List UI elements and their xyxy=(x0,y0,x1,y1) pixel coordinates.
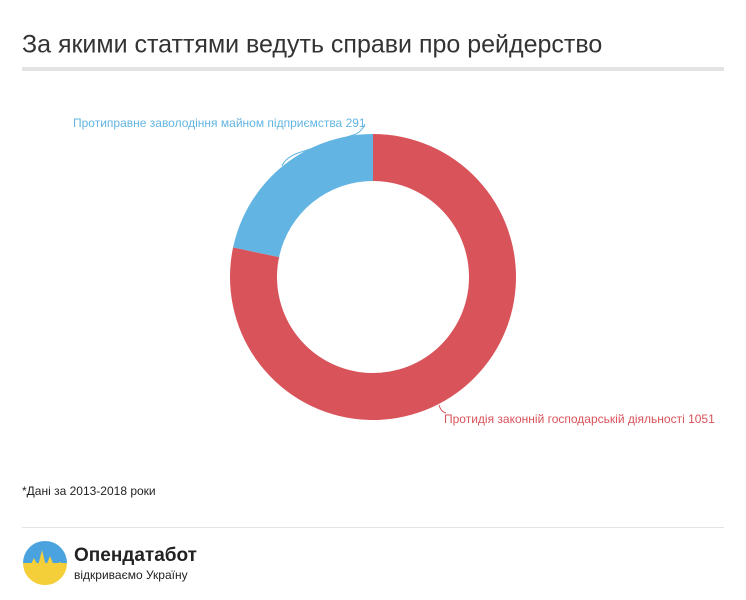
logo-name: Опендатабот xyxy=(74,545,197,566)
footer-rule xyxy=(22,527,724,528)
title-rule xyxy=(22,67,724,71)
slice xyxy=(233,134,373,258)
slice-label: Протидія законній господарській діяльнос… xyxy=(444,412,715,426)
leader-line xyxy=(438,404,447,414)
slice-value: 1051 xyxy=(688,412,715,426)
donut xyxy=(230,134,517,420)
slice xyxy=(230,134,517,420)
footnote: *Дані за 2013-2018 роки xyxy=(22,484,156,498)
leader-line xyxy=(281,123,366,167)
logo-tagline: відкриваємо Україну xyxy=(74,568,188,582)
chart-title: За якими статтями ведуть справи про рейд… xyxy=(22,31,602,59)
slice-label: Протиправне заволодіння майном підприємс… xyxy=(73,116,366,130)
slice-name: Протиправне заволодіння майном підприємс… xyxy=(73,116,343,130)
logo-icon xyxy=(23,541,67,585)
slice-value: 291 xyxy=(346,116,366,130)
slice-name: Протидія законній господарській діяльнос… xyxy=(444,412,685,426)
